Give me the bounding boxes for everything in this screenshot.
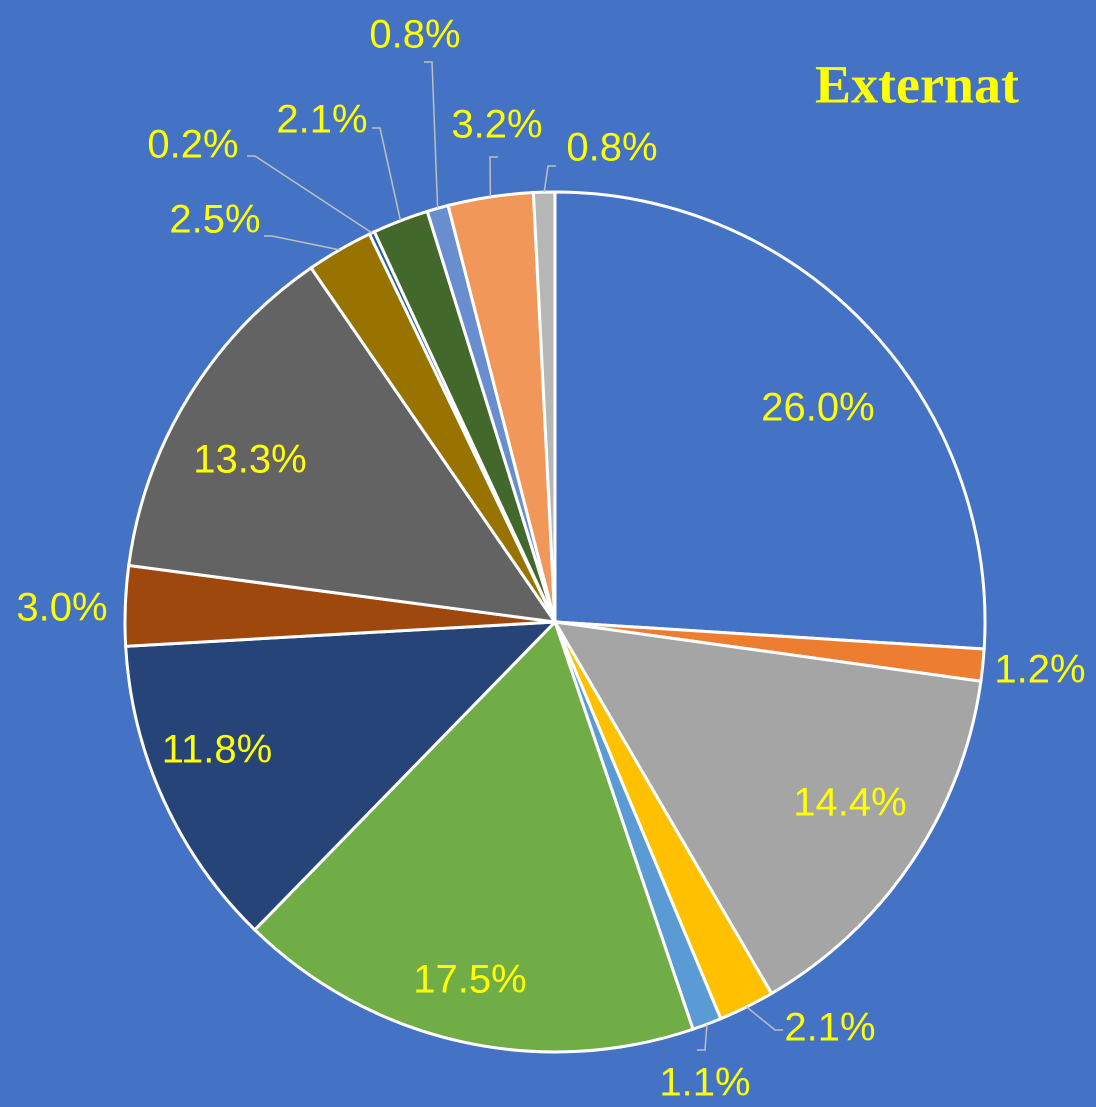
data-label: 26.0% (761, 386, 874, 430)
pie-slice (553, 190, 987, 651)
leader-line (746, 1006, 783, 1031)
leader-line (543, 165, 556, 193)
pie-slice (127, 265, 559, 624)
data-label: 0.2% (147, 123, 238, 167)
data-label: 11.8% (162, 728, 272, 772)
data-label: 0.8% (566, 126, 657, 170)
data-label: 1.2% (994, 648, 1085, 692)
leader-line (489, 156, 498, 197)
data-label: 13.3% (193, 438, 306, 482)
data-label: 3.0% (16, 586, 107, 630)
data-label: 2.1% (276, 98, 367, 142)
chart-title: Externat (815, 54, 1019, 114)
data-label: 17.5% (413, 958, 526, 1002)
leader-line (264, 235, 340, 251)
leader-line (424, 61, 439, 209)
data-label: 1.1% (659, 1061, 750, 1105)
data-label: 2.1% (784, 1006, 875, 1050)
pie-slice (252, 619, 695, 1054)
data-label: 14.4% (793, 781, 906, 825)
pie-slice (124, 620, 559, 932)
data-label: 3.2% (451, 103, 542, 147)
leader-line (247, 155, 373, 234)
leader-line (372, 127, 402, 221)
data-label: 0.8% (369, 13, 460, 57)
pie-slice (552, 620, 983, 996)
data-label: 2.5% (169, 198, 260, 242)
leader-line (697, 1024, 708, 1051)
